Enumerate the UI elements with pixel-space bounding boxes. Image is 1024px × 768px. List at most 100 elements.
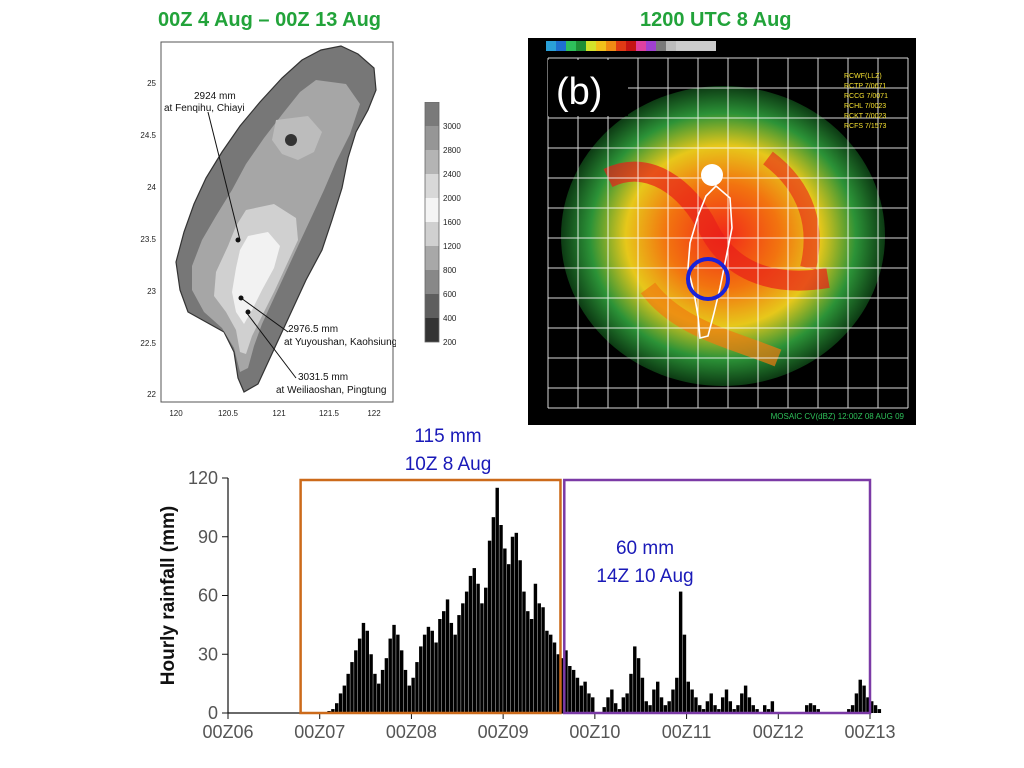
rainfall-bar: [671, 689, 675, 713]
rainfall-bar: [549, 634, 553, 713]
rainfall-bar: [361, 622, 366, 713]
legend-label: 600: [443, 290, 457, 299]
rainfall-bar: [629, 673, 633, 713]
rainfall-bar: [713, 705, 717, 713]
rainfall-bar: [442, 611, 446, 713]
rainfall-bar: [564, 650, 568, 713]
x-tick-label: 00Z06: [202, 722, 253, 742]
rainfall-bar: [805, 705, 809, 713]
radar-panel-label: (b): [556, 71, 602, 113]
x-tick-label: 00Z09: [478, 722, 529, 742]
rainfall-bar: [556, 654, 561, 713]
rainfall-bar: [816, 709, 820, 713]
rainfall-bar: [445, 599, 450, 713]
rainfall-bar: [625, 693, 629, 713]
rainfall-bar: [763, 705, 767, 713]
peak-time-1: 10Z 8 Aug: [404, 454, 492, 475]
rainfall-legend: 3000 2800 2400 2000 1600 1200 800 600 40…: [424, 102, 461, 347]
rainfall-bar: [720, 697, 725, 713]
rainfall-bar: [636, 658, 641, 713]
legend-label: 3000: [443, 122, 461, 131]
rainfall-bar: [873, 705, 878, 713]
rainfall-bar: [342, 685, 347, 713]
rainfall-bar: [354, 650, 358, 713]
rainfall-bar: [847, 709, 851, 713]
rainfall-zone-north: [272, 116, 322, 160]
rainfall-bar: [808, 703, 813, 713]
rainfall-bar: [732, 709, 736, 713]
rainfall-bar: [350, 662, 354, 713]
rainfall-bar: [468, 575, 473, 713]
rainfall-bar: [476, 583, 480, 713]
rainfall-bar: [740, 693, 744, 713]
highlight-circle: [686, 257, 730, 301]
map-y-tick: 25: [147, 79, 156, 88]
rainfall-bar: [518, 560, 522, 713]
rainfall-bar: [583, 681, 587, 713]
rainfall-bar: [552, 642, 557, 713]
rainfall-bar: [373, 673, 377, 713]
rainfall-bar: [755, 709, 759, 713]
rainfall-bar: [407, 685, 412, 713]
rainfall-bar: [736, 705, 740, 713]
rainfall-bar: [610, 689, 614, 713]
legend-swatch: [425, 174, 439, 198]
peak-annotation-1: 115 mm 10Z 8 Aug: [386, 426, 510, 476]
radar-grid: [547, 57, 909, 409]
legend-swatch: [425, 270, 439, 294]
rainfall-bar: [659, 697, 664, 713]
peak-value-1: 115 mm: [414, 426, 482, 447]
rainfall-bar: [560, 658, 564, 713]
rainfall-bar: [365, 630, 369, 713]
rainfall-bar: [717, 709, 721, 713]
rainfall-bar: [751, 705, 755, 713]
peak-value-2: 60 mm: [615, 538, 675, 559]
annotation-weiliaoshan-value: 3031.5 mm: [298, 372, 348, 383]
rainfall-bar: [506, 564, 511, 713]
legend-label: 800: [443, 266, 457, 275]
rainfall-bar: [403, 669, 408, 713]
rainfall-bar: [862, 685, 866, 713]
rainfall-bar: [484, 587, 488, 713]
map-x-tick: 121: [272, 409, 286, 418]
typhoon-eye: [701, 164, 723, 186]
rainfall-bar: [545, 630, 549, 713]
rainfall-bar: [346, 673, 350, 713]
legend-swatch: [425, 150, 439, 174]
rainfall-bar: [480, 603, 484, 713]
rainfall-bar: [587, 693, 591, 713]
legend-label: 1600: [443, 218, 461, 227]
rainfall-bar: [766, 709, 771, 713]
annotation-pointer: [207, 111, 241, 241]
accumulated-rainfall-map: 2924 mm at Fenqihu, Chiayi 2976.5 mm at …: [140, 41, 396, 418]
rainfall-bar: [499, 525, 503, 713]
rainfall-bar: [613, 703, 618, 713]
rainfall-bar: [422, 634, 427, 713]
radar-site-label: RCTP 7/0671: [844, 83, 886, 90]
rainfall-bar: [541, 607, 545, 713]
rainfall-bar: [698, 705, 702, 713]
x-tick-label: 00Z10: [569, 722, 620, 742]
rainfall-bar: [377, 683, 381, 713]
rainfall-bar: [449, 622, 454, 713]
rainfall-bar: [667, 701, 671, 713]
rainfall-bar: [747, 697, 752, 713]
rainfall-bar: [533, 583, 538, 713]
annotation-yuyoushan-value: 2976.5 mm: [288, 324, 338, 335]
rainfall-bar: [571, 669, 576, 713]
rainfall-bar: [682, 634, 687, 713]
rainfall-bar: [461, 603, 465, 713]
y-tick-label: 90: [198, 527, 218, 547]
radar-site-label: RCHL 7/0023: [844, 103, 886, 110]
hourly-rainfall-chart: 0 30 60 90 120 Hourly rainfall (mm) 00Z06 00Z07…: [158, 468, 896, 742]
rainfall-bar: [388, 638, 392, 713]
rainfall-bar: [526, 611, 530, 713]
rainfall-bar: [728, 701, 733, 713]
rainfall-bar: [419, 646, 423, 713]
rainfall-bar: [652, 689, 656, 713]
highlight-box: [299, 478, 562, 715]
rainfall-bar: [453, 634, 457, 713]
annotation-fenqihu-site: at Fenqihu, Chiayi: [164, 103, 245, 114]
map-x-tick: 122: [367, 409, 381, 418]
x-tick-label: 00Z13: [844, 722, 895, 742]
